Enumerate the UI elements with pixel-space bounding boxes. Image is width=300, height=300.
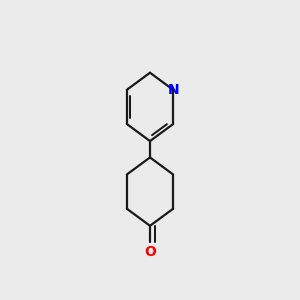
Text: N: N bbox=[167, 83, 179, 97]
Text: O: O bbox=[144, 244, 156, 259]
